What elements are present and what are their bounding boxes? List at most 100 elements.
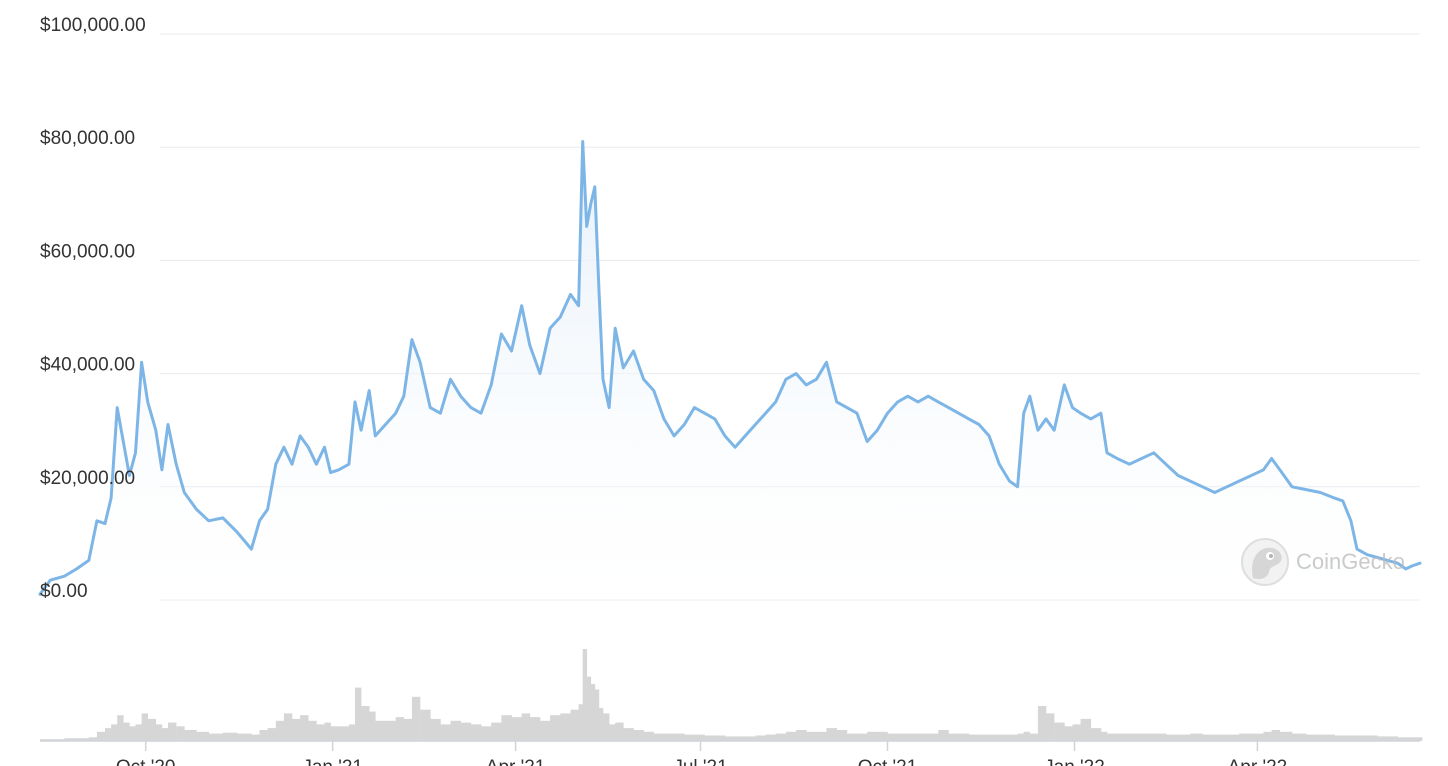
volume-bar [50, 739, 65, 741]
volume-bar [578, 704, 583, 741]
volume-bar [511, 717, 522, 741]
volume-bar [1377, 736, 1388, 741]
volume-bar [735, 736, 746, 741]
volume-bar [1405, 737, 1413, 741]
volume-bar [251, 734, 260, 741]
volume-bar [1090, 728, 1102, 741]
volume-bar [1029, 733, 1039, 741]
volume-bar [420, 709, 431, 741]
volume-bar [570, 709, 579, 741]
x-tick-label: Jan '22 [1044, 757, 1105, 766]
volume-bar [330, 726, 339, 741]
x-tick-label: Apr '22 [1228, 757, 1288, 766]
volume-bar [1202, 734, 1215, 741]
volume-bar [1263, 731, 1272, 741]
y-tick-label: $0.00 [40, 581, 88, 602]
volume-bar [846, 733, 858, 741]
y-tick-label: $100,000.00 [40, 15, 146, 36]
volume-bar [643, 731, 655, 741]
volume-bar [361, 706, 370, 741]
volume-bar [1397, 737, 1406, 741]
volume-bar [168, 722, 177, 741]
y-tick-label: $80,000.00 [40, 128, 135, 149]
volume-bar [1214, 734, 1228, 741]
volume-bar [1072, 724, 1081, 741]
volume-bar [615, 722, 624, 741]
volume-bar [550, 715, 561, 741]
volume-bar [1226, 734, 1240, 741]
volume-bar [968, 734, 980, 741]
volume-bar [196, 731, 209, 741]
volume-bar [283, 713, 293, 741]
volume-bar [491, 722, 502, 741]
volume-bar [1350, 735, 1358, 741]
volume-bar [105, 728, 112, 741]
volume-bar [979, 734, 990, 741]
volume-bar [1080, 718, 1092, 741]
volume-bar [1320, 734, 1335, 741]
price-area-fill [40, 141, 1420, 600]
volume-bar [355, 687, 362, 741]
volume-bar [590, 684, 596, 741]
volume-bar [948, 733, 959, 741]
x-tick-label: Oct '21 [858, 757, 918, 766]
volume-bar [129, 726, 136, 741]
volume-bar [450, 720, 461, 741]
volume-bar [745, 736, 756, 741]
volume-bar [867, 731, 878, 741]
volume-bar [111, 724, 118, 741]
volume-bar [1357, 735, 1368, 741]
volume-bar [460, 722, 472, 741]
y-tick-label: $20,000.00 [40, 468, 135, 489]
coingecko-gecko-icon [1241, 538, 1289, 586]
volume-bar [1279, 731, 1293, 741]
volume-bar [1420, 737, 1423, 741]
volume-bar [887, 733, 898, 741]
volume-bar [1306, 734, 1321, 741]
volume-bar [1141, 733, 1155, 741]
volume-bar [785, 731, 797, 741]
volume-bar [1190, 733, 1203, 741]
volume-bar [176, 726, 185, 741]
volume-bar [292, 718, 301, 741]
volume-bar [155, 724, 163, 741]
volume-bar [308, 720, 317, 741]
x-tick-label: Oct '20 [116, 757, 176, 766]
volume-bar [529, 717, 541, 741]
volume-bar [674, 733, 685, 741]
volume-bar [348, 724, 356, 741]
volume-bar [918, 733, 929, 741]
volume-bar [938, 730, 949, 741]
volume-bar [1117, 733, 1130, 741]
volume-bar [724, 736, 736, 741]
volume-bar [88, 737, 98, 741]
volume-bar [1054, 722, 1065, 741]
volume-bar [375, 720, 386, 741]
volume-bar [1342, 735, 1352, 741]
volume-bar [501, 715, 512, 741]
volume-bar [440, 724, 451, 741]
volume-bar [598, 707, 604, 741]
volume-bar [208, 733, 224, 741]
price-area [40, 141, 1420, 600]
volume-bar [603, 713, 610, 741]
volume-bar [222, 732, 238, 741]
y-tick-label: $40,000.00 [40, 355, 135, 376]
volume-bar [1387, 736, 1398, 741]
volume-bar [147, 718, 157, 741]
volume-bar [1129, 733, 1142, 741]
volume-bar [684, 734, 695, 741]
volume-bar [64, 738, 77, 741]
volume-bar [1037, 706, 1047, 741]
volume-bar [481, 726, 492, 741]
x-axis: Oct '20 Jan '21 Apr '21 Jul '21 Oct '21 Jan '… [116, 741, 1287, 766]
y-axis: $0.00 $20,000.00 $40,000.00 $60,000.00 $80,0… [40, 15, 146, 602]
volume-bar [928, 733, 939, 741]
volume-bar [609, 724, 616, 741]
price-line [38, 140, 1422, 596]
volume-bar [1411, 737, 1421, 741]
volume-bar [40, 739, 51, 741]
price-series [38, 140, 1422, 596]
volume-bar [653, 733, 665, 741]
